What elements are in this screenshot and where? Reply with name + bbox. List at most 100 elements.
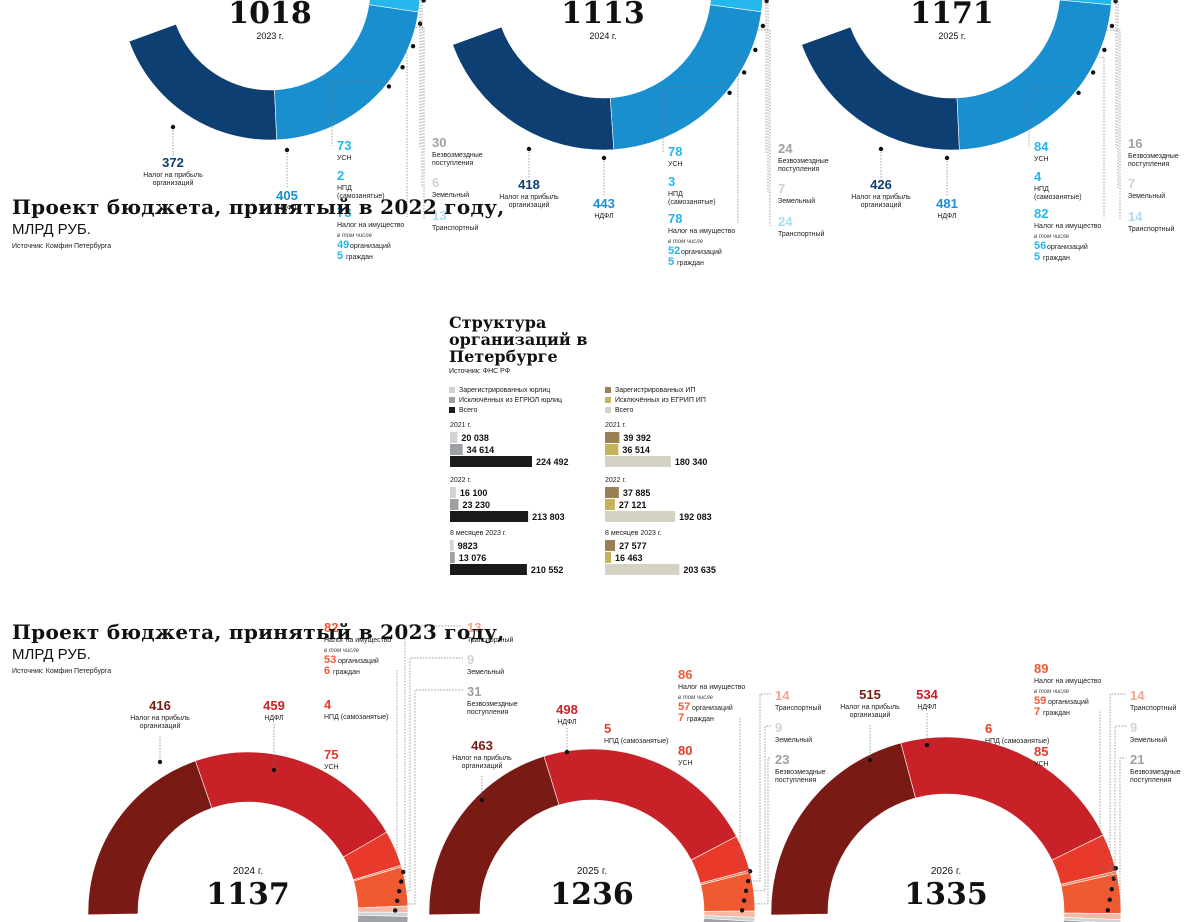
legend-item: Исключённых из ЕГРЮЛ юрлиц (449, 396, 609, 406)
bar-value-label: 16 463 (615, 553, 643, 563)
leader-line (765, 0, 767, 153)
leader-dot (526, 146, 532, 152)
leader-line (1028, 87, 1079, 147)
leader-line (1099, 711, 1116, 869)
bar-value-label: 39 392 (623, 433, 651, 443)
value-transport: 14 (1130, 688, 1145, 703)
value-property-orgs: 53 (324, 654, 336, 666)
bar-value-label: 224 492 (536, 457, 569, 467)
label-land: Земельный (467, 668, 504, 676)
leader-line (412, 27, 425, 220)
leader-dot (1102, 47, 1107, 53)
label-usn: УСН (1034, 156, 1049, 163)
label-transport: Транспортный (467, 636, 514, 644)
value-property-orgs: 56 (1034, 240, 1046, 252)
label-orgs: организаций (1048, 698, 1089, 706)
legend-label: Исключённых из ЕГРИП ИП (615, 397, 706, 404)
value-land: 9 (467, 652, 474, 667)
value-npd: 3 (668, 174, 675, 189)
donut-year: 2025 г. (577, 866, 607, 877)
value-ndfl: 443 (593, 196, 615, 211)
label-usn: УСН (337, 155, 352, 162)
bar (450, 432, 458, 443)
budget-2023-title-block: Проект бюджета, принятый в 2023 году, МЛ… (12, 620, 505, 675)
leader-line (403, 625, 463, 882)
label-incl: в том числе (1034, 689, 1070, 695)
label-transport: Транспортный (1128, 225, 1175, 233)
label-ndfl: НДФЛ (557, 719, 577, 726)
label-usn: УСН (678, 760, 693, 767)
bar-value-label: 9823 (458, 541, 478, 551)
bar (605, 499, 615, 510)
bar (450, 511, 529, 522)
leader-line (748, 725, 771, 892)
donut-total: 1171 (910, 0, 994, 31)
value-land: 7 (1128, 176, 1135, 191)
value-transport: 14 (775, 688, 790, 703)
value-land: 7 (778, 181, 785, 196)
value-property-orgs: 59 (1034, 695, 1046, 707)
label-grants: Безвозмездные поступления (775, 769, 826, 784)
donut-total: 1236 (550, 877, 634, 912)
value-land: 6 (432, 175, 439, 190)
label-incl: в том числе (678, 695, 714, 701)
leader-dot (1109, 887, 1114, 892)
bar-value-label: 20 038 (461, 433, 489, 443)
legend-label: Зарегистрированных ИП (615, 387, 696, 394)
value-ndfl: 481 (936, 196, 958, 211)
label-grants: Безвозмездные поступления (432, 152, 483, 167)
bar (605, 432, 620, 443)
label-grants: Безвозмездные поступления (1128, 153, 1179, 168)
value-profit-tax: 426 (870, 177, 892, 192)
bar-value-label: 210 552 (531, 565, 564, 575)
label-land: Земельный (1130, 736, 1167, 744)
label-property: Налог на имущество (1034, 223, 1101, 230)
label-land: Земельный (778, 197, 815, 205)
leader-line (1117, 0, 1119, 188)
value-transport: 14 (1128, 209, 1143, 224)
donut-segment (368, 0, 420, 13)
value-property-citizens: 6 (324, 665, 330, 677)
label-profit-tax: Налог на прибыль организаций (452, 754, 512, 770)
leader-dot (1076, 90, 1081, 96)
leader-dot (157, 759, 163, 765)
bar-period-label: 2022 г. (605, 477, 626, 484)
leader-line (396, 670, 404, 873)
label-grants: Безвозмездные поступления (1130, 769, 1181, 784)
bar (450, 540, 454, 551)
bar (605, 444, 619, 455)
value-property-orgs: 52 (668, 245, 680, 257)
value-usn: 73 (337, 138, 351, 153)
legend-swatch (605, 397, 611, 403)
value-usn: 78 (668, 144, 682, 159)
structure-title: Структура организаций в Петербурге (449, 313, 588, 366)
donut-total: 1018 (228, 0, 312, 31)
label-orgs: организаций (692, 704, 733, 712)
budget-2023-title: Проект бюджета, принятый в 2023 году, (12, 620, 505, 644)
donut-segment (900, 736, 1104, 861)
leader-dot (399, 879, 404, 884)
value-land: 9 (1130, 720, 1137, 735)
leader-dot (760, 23, 766, 29)
value-usn: 80 (678, 743, 692, 758)
label-incl: в том числе (668, 239, 704, 245)
label-incl: в том числе (324, 648, 360, 654)
donut-segment (709, 0, 763, 13)
bar (605, 511, 676, 522)
budget-2022-title-block: Проект бюджета, принятый в 2022 году, МЛ… (12, 195, 505, 250)
leader-dot (284, 147, 290, 153)
structure-header: Структура организаций в Петербурге Источ… (449, 313, 749, 414)
label-land: Земельный (1128, 192, 1165, 200)
leader-line (739, 717, 751, 872)
value-property-citizens: 5 (1034, 251, 1040, 263)
label-citizens: граждан (1043, 255, 1070, 262)
bar (450, 487, 456, 498)
label-ndfl: НДФЛ (264, 715, 284, 722)
label-profit-tax: Налог на прибыль организаций (143, 171, 203, 187)
legend-swatch (605, 407, 611, 413)
bar (450, 499, 459, 510)
legend-item: Исключённых из ЕГРИП ИП (605, 396, 765, 406)
value-grants: 16 (1128, 136, 1142, 151)
legend-label: Зарегистрированных юрлиц (459, 387, 551, 394)
donut-segment (703, 918, 756, 922)
